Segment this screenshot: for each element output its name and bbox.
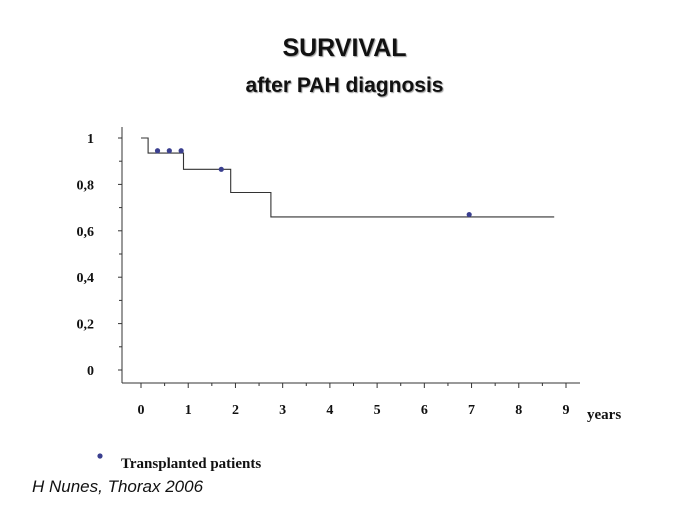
y-tick-label: 0,6 [77,225,95,240]
x-axis-title: years [587,407,621,423]
transplant-marker [154,148,161,154]
x-tick-label: 5 [374,403,381,418]
transplant-marker [218,166,224,172]
chart-axes [121,127,580,384]
legend-label: Transplanted patients [121,456,261,472]
transplant-marker [166,148,172,154]
chart-legend: Transplanted patients [97,453,261,472]
chart-ticks: 0 0,2 0,4 0,6 0,8 1 0 1 2 3 4 5 6 7 8 9 years [77,132,622,423]
x-tick-label: 9 [563,403,570,418]
y-tick-label: 0,8 [77,178,95,193]
chart-title: SURVIVAL [282,34,407,62]
legend-marker [97,453,103,459]
x-tick-label: 8 [515,403,522,418]
transplant-marker [178,148,184,154]
x-tick-label: 6 [421,403,428,418]
x-tick-label: 4 [326,403,333,418]
source-citation: H Nunes, Thorax 2006 [32,477,204,496]
x-tick-label: 7 [468,403,475,418]
y-tick-label: 0 [87,364,94,379]
chart-subtitle: after PAH diagnosis [245,74,444,97]
transplant-marker [466,211,472,218]
y-tick-label: 0,2 [77,318,95,333]
x-tick-label: 0 [138,403,145,418]
y-tick-label: 1 [87,132,94,147]
y-tick-label: 0,4 [77,271,95,286]
survival-step-line [141,137,555,218]
x-tick-label: 1 [185,403,192,418]
x-tick-label: 3 [279,403,286,418]
chart-plot-area [141,137,555,218]
x-tick-label: 2 [232,403,239,418]
